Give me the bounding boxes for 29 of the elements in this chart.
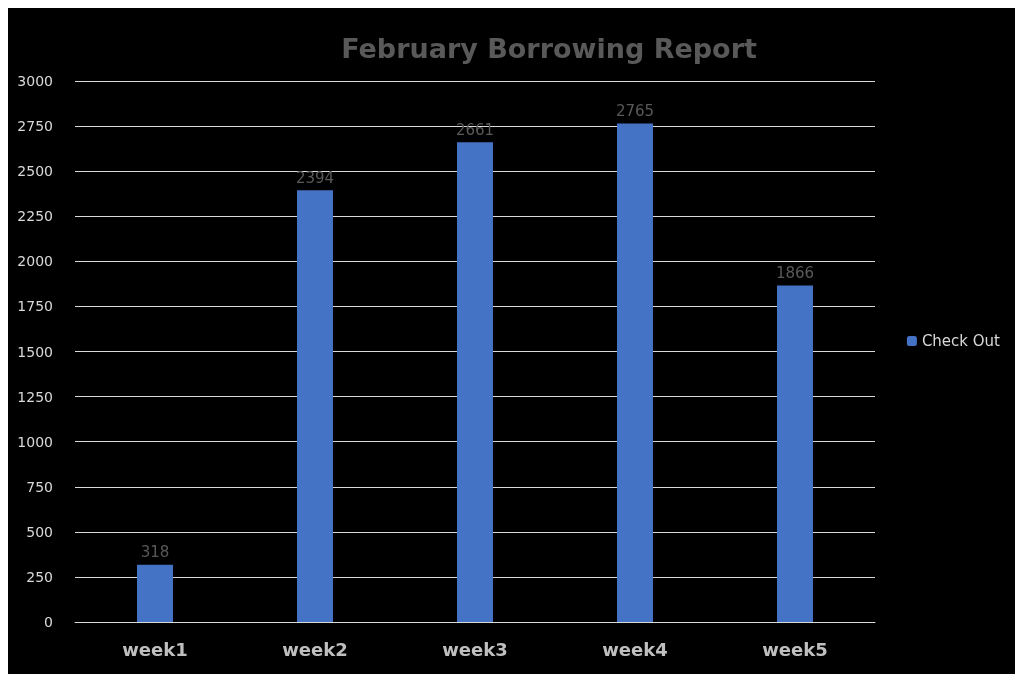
y-tick-label: 1000 xyxy=(17,433,53,450)
y-tick-label: 2000 xyxy=(17,253,53,270)
x-tick-label: week5 xyxy=(762,638,828,660)
y-tick-label: 1500 xyxy=(17,343,53,360)
x-tick-label: week4 xyxy=(602,638,668,660)
bar xyxy=(617,123,653,622)
y-tick-label: 500 xyxy=(26,523,53,540)
y-tick-label: 1250 xyxy=(17,388,53,405)
chart-title: February Borrowing Report xyxy=(341,33,757,64)
y-tick-label: 1750 xyxy=(17,298,53,315)
data-label: 2765 xyxy=(615,101,655,120)
legend-label: Check Out xyxy=(921,332,1001,350)
x-tick-label: week2 xyxy=(282,638,348,660)
y-tick-label: 2750 xyxy=(17,118,53,135)
y-tick-label: 250 xyxy=(26,568,53,585)
y-tick-label: 0 xyxy=(44,614,53,630)
y-tick-label: 2250 xyxy=(17,208,53,225)
bar xyxy=(137,564,173,622)
data-label: 1866 xyxy=(775,264,815,282)
data-label: 2394 xyxy=(295,168,335,187)
y-tick-label: 2500 xyxy=(17,163,53,180)
bar xyxy=(297,190,333,622)
y-tick-label: 750 xyxy=(26,478,53,495)
bar xyxy=(457,142,493,622)
data-label: 318 xyxy=(140,543,170,562)
bar xyxy=(777,285,813,622)
x-tick-label: week1 xyxy=(122,638,188,660)
y-tick-label: 3000 xyxy=(17,73,53,89)
x-tick-label: week3 xyxy=(442,638,508,660)
